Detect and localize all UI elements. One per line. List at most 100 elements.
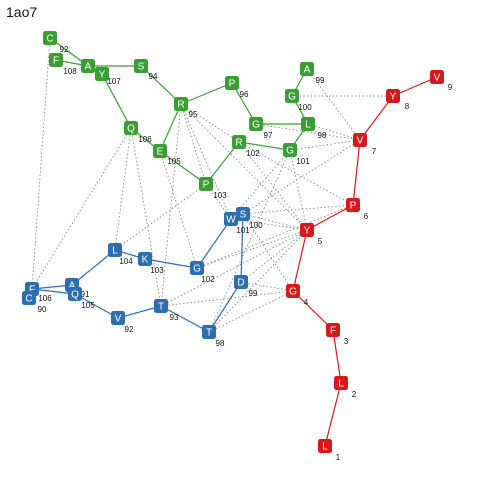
node-letter: S bbox=[138, 62, 145, 73]
node-number: 98 bbox=[216, 339, 225, 348]
node-number: 102 bbox=[246, 149, 260, 158]
dotted-edge bbox=[180, 103, 308, 231]
dotted-edges bbox=[31, 37, 393, 333]
node-letter: S bbox=[240, 210, 247, 221]
node-number: 103 bbox=[150, 266, 164, 275]
node-letter: L bbox=[338, 379, 344, 390]
node-letter: K bbox=[142, 255, 149, 266]
node-letter: R bbox=[177, 100, 184, 111]
dotted-edge bbox=[230, 218, 308, 231]
node-box bbox=[138, 252, 152, 266]
node-box bbox=[68, 287, 82, 301]
node-number: 105 bbox=[167, 157, 181, 166]
dotted-edge bbox=[180, 103, 232, 220]
node-number: 104 bbox=[119, 257, 133, 266]
node-number: 9 bbox=[448, 83, 453, 92]
node-green: C 92 bbox=[43, 31, 69, 54]
node-box bbox=[81, 59, 95, 73]
node-letter: C bbox=[46, 34, 53, 45]
dotted-edge bbox=[238, 141, 308, 231]
node-blue: T 93 bbox=[154, 299, 179, 322]
solid-edge bbox=[74, 293, 119, 319]
node-number: 106 bbox=[138, 135, 152, 144]
solid-edge bbox=[332, 329, 342, 384]
dotted-edge bbox=[180, 103, 240, 143]
node-number: 2 bbox=[352, 390, 357, 399]
node-number: 6 bbox=[364, 212, 369, 221]
node-green: F 108 bbox=[49, 53, 77, 76]
dotted-edge bbox=[114, 183, 207, 251]
node-letter: P bbox=[229, 79, 236, 90]
solid-edge bbox=[159, 103, 182, 152]
dotted-edge bbox=[31, 127, 132, 290]
dotted-edge bbox=[160, 229, 308, 307]
solid-edge bbox=[117, 305, 162, 319]
node-number: 92 bbox=[125, 325, 134, 334]
node-box bbox=[124, 121, 138, 135]
node-green: L 98 bbox=[301, 117, 327, 140]
node-green: G 97 bbox=[249, 117, 273, 140]
node-number: 92 bbox=[60, 45, 69, 54]
node-number: 95 bbox=[189, 110, 198, 119]
node-box bbox=[22, 291, 36, 305]
node-letter: V bbox=[115, 314, 122, 325]
solid-edge bbox=[140, 65, 182, 105]
node-letter: F bbox=[29, 285, 35, 296]
node-number: 100 bbox=[249, 221, 263, 230]
dotted-edge bbox=[240, 229, 308, 283]
node-letter: P bbox=[350, 201, 357, 212]
node-box bbox=[174, 97, 188, 111]
node-red: Y5 bbox=[300, 223, 323, 246]
solid-edge bbox=[196, 218, 232, 269]
node-box bbox=[49, 53, 63, 67]
solid-edge bbox=[205, 141, 240, 185]
dotted-edge bbox=[242, 213, 294, 292]
dotted-edge bbox=[114, 127, 132, 251]
node-box bbox=[111, 311, 125, 325]
node-box bbox=[285, 89, 299, 103]
node-letter: P bbox=[203, 180, 210, 191]
node-green: R 102 bbox=[232, 135, 260, 158]
node-box bbox=[154, 299, 168, 313]
node-letter: G bbox=[193, 264, 201, 275]
node-box bbox=[249, 117, 263, 131]
solid-edges bbox=[31, 37, 438, 447]
node-letter: G bbox=[286, 146, 294, 157]
node-letter: D bbox=[237, 278, 244, 289]
node-red: V7 bbox=[353, 133, 377, 156]
nodes: C92F108A91Y107S94P96R95Q106E105P103R102G… bbox=[22, 31, 453, 462]
solid-edge bbox=[144, 258, 198, 269]
dotted-edge bbox=[196, 229, 308, 269]
node-box bbox=[199, 177, 213, 191]
solid-edge bbox=[159, 150, 207, 185]
node-number: 108 bbox=[63, 67, 77, 76]
graph-title: 1ao7 bbox=[6, 4, 38, 20]
node-number: 101 bbox=[236, 226, 250, 235]
node-number: 107 bbox=[107, 77, 121, 86]
node-number: 102 bbox=[201, 275, 215, 284]
node-number: 103 bbox=[213, 191, 227, 200]
node-box bbox=[108, 243, 122, 257]
node-blue: D 99 bbox=[234, 275, 258, 298]
dotted-edge bbox=[196, 204, 354, 269]
node-green: A 99 bbox=[300, 62, 325, 85]
solid-edge bbox=[160, 305, 210, 333]
node-number: 106 bbox=[38, 294, 52, 303]
node-letter: G bbox=[288, 92, 296, 103]
node-number: 4 bbox=[304, 298, 309, 307]
node-red: P6 bbox=[346, 198, 369, 221]
node-letter: G bbox=[252, 120, 260, 131]
node-box bbox=[236, 207, 250, 221]
node-box bbox=[386, 89, 400, 103]
node-box bbox=[153, 144, 167, 158]
dotted-edge bbox=[130, 127, 162, 307]
solid-edge bbox=[180, 82, 233, 105]
dotted-edge bbox=[307, 123, 361, 141]
